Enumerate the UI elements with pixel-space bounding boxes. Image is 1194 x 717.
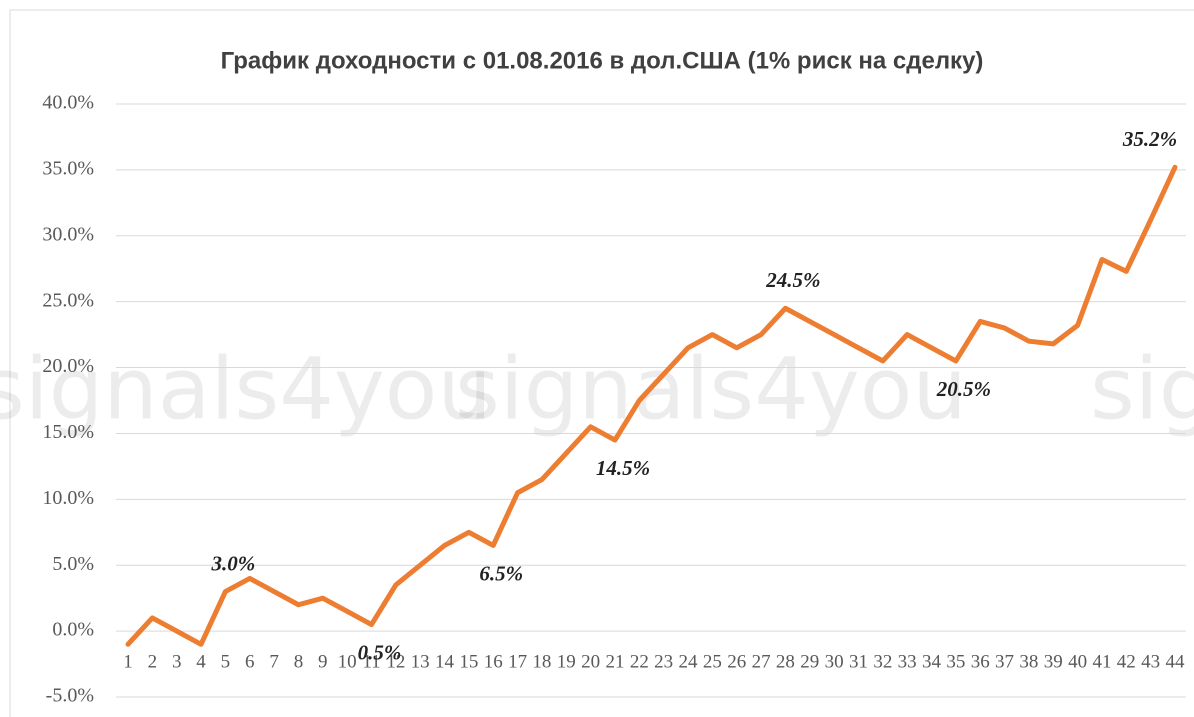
x-tick-label: 22	[630, 651, 649, 672]
x-tick-label: 34	[922, 651, 942, 672]
y-tick-label: 10.0%	[42, 487, 94, 509]
chart-title: График доходности с 01.08.2016 в дол.США…	[221, 47, 984, 74]
watermark: signals4you	[0, 339, 492, 439]
y-tick-label: 5.0%	[52, 553, 94, 575]
x-tick-label: 3	[172, 651, 182, 672]
x-tick-label: 1	[123, 651, 133, 672]
x-tick-label: 17	[508, 651, 527, 672]
data-label: 0.5%	[358, 640, 402, 664]
data-label: 14.5%	[596, 456, 650, 480]
x-tick-label: 41	[1092, 651, 1111, 672]
x-tick-label: 21	[605, 651, 624, 672]
x-tick-label: 38	[1019, 651, 1038, 672]
y-tick-label: 35.0%	[42, 157, 94, 179]
data-label: 35.2%	[1122, 127, 1177, 151]
y-tick-label: 25.0%	[42, 289, 94, 311]
x-tick-label: 32	[873, 651, 892, 672]
data-label: 3.0%	[211, 551, 256, 575]
x-tick-label: 20	[581, 651, 600, 672]
data-label: 20.5%	[936, 377, 991, 401]
x-tick-label: 10	[338, 651, 357, 672]
watermark: signals4you	[455, 339, 967, 439]
x-tick-label: 28	[776, 651, 795, 672]
y-tick-label: 0.0%	[52, 619, 94, 641]
x-tick-label: 29	[800, 651, 819, 672]
line	[125, 164, 1178, 647]
x-tick-label: 13	[411, 651, 430, 672]
x-tick-label: 30	[825, 651, 844, 672]
x-tick-label: 35	[946, 651, 965, 672]
x-tick-label: 26	[727, 651, 746, 672]
y-tick-label: 20.0%	[42, 355, 94, 377]
x-tick-label: 19	[557, 651, 576, 672]
x-tick-label: 43	[1141, 651, 1160, 672]
x-tick-label: 7	[269, 651, 279, 672]
x-tick-label: 24	[679, 651, 699, 672]
x-tick-label: 39	[1044, 651, 1063, 672]
y-tick-label: 30.0%	[42, 223, 94, 245]
x-tick-label: 16	[484, 651, 503, 672]
x-tick-label: 18	[532, 651, 551, 672]
x-tick-label: 12	[386, 651, 405, 672]
x-tick-label: 9	[318, 651, 328, 672]
x-tick-label: 15	[459, 651, 478, 672]
x-tick-label: 4	[196, 651, 206, 672]
y-tick-label: 40.0%	[42, 92, 94, 114]
data-label: 24.5%	[765, 268, 820, 292]
x-tick-label: 36	[971, 651, 990, 672]
data-label: 6.5%	[479, 561, 523, 585]
x-tick-label: 37	[995, 651, 1014, 672]
x-tick-label: 42	[1117, 651, 1136, 672]
x-tick-label: 31	[849, 651, 868, 672]
y-tick-label: 15.0%	[42, 421, 94, 443]
x-tick-label: 27	[752, 651, 771, 672]
x-tick-label: 44	[1166, 651, 1186, 672]
x-tick-label: 23	[654, 651, 673, 672]
x-tick-label: 33	[898, 651, 917, 672]
x-tick-label: 14	[435, 651, 455, 672]
x-tick-label: 6	[245, 651, 255, 672]
x-tick-label: 2	[148, 651, 158, 672]
x-tick-label: 5	[221, 651, 231, 672]
y-tick-label: -5.0%	[46, 685, 94, 707]
x-tick-label: 8	[294, 651, 304, 672]
chart-frame	[9, 9, 1194, 717]
watermark: signals4you	[1090, 339, 1194, 439]
x-tick-label: 25	[703, 651, 722, 672]
x-tick-label: 40	[1068, 651, 1087, 672]
x-tick-label: 11	[362, 651, 380, 672]
